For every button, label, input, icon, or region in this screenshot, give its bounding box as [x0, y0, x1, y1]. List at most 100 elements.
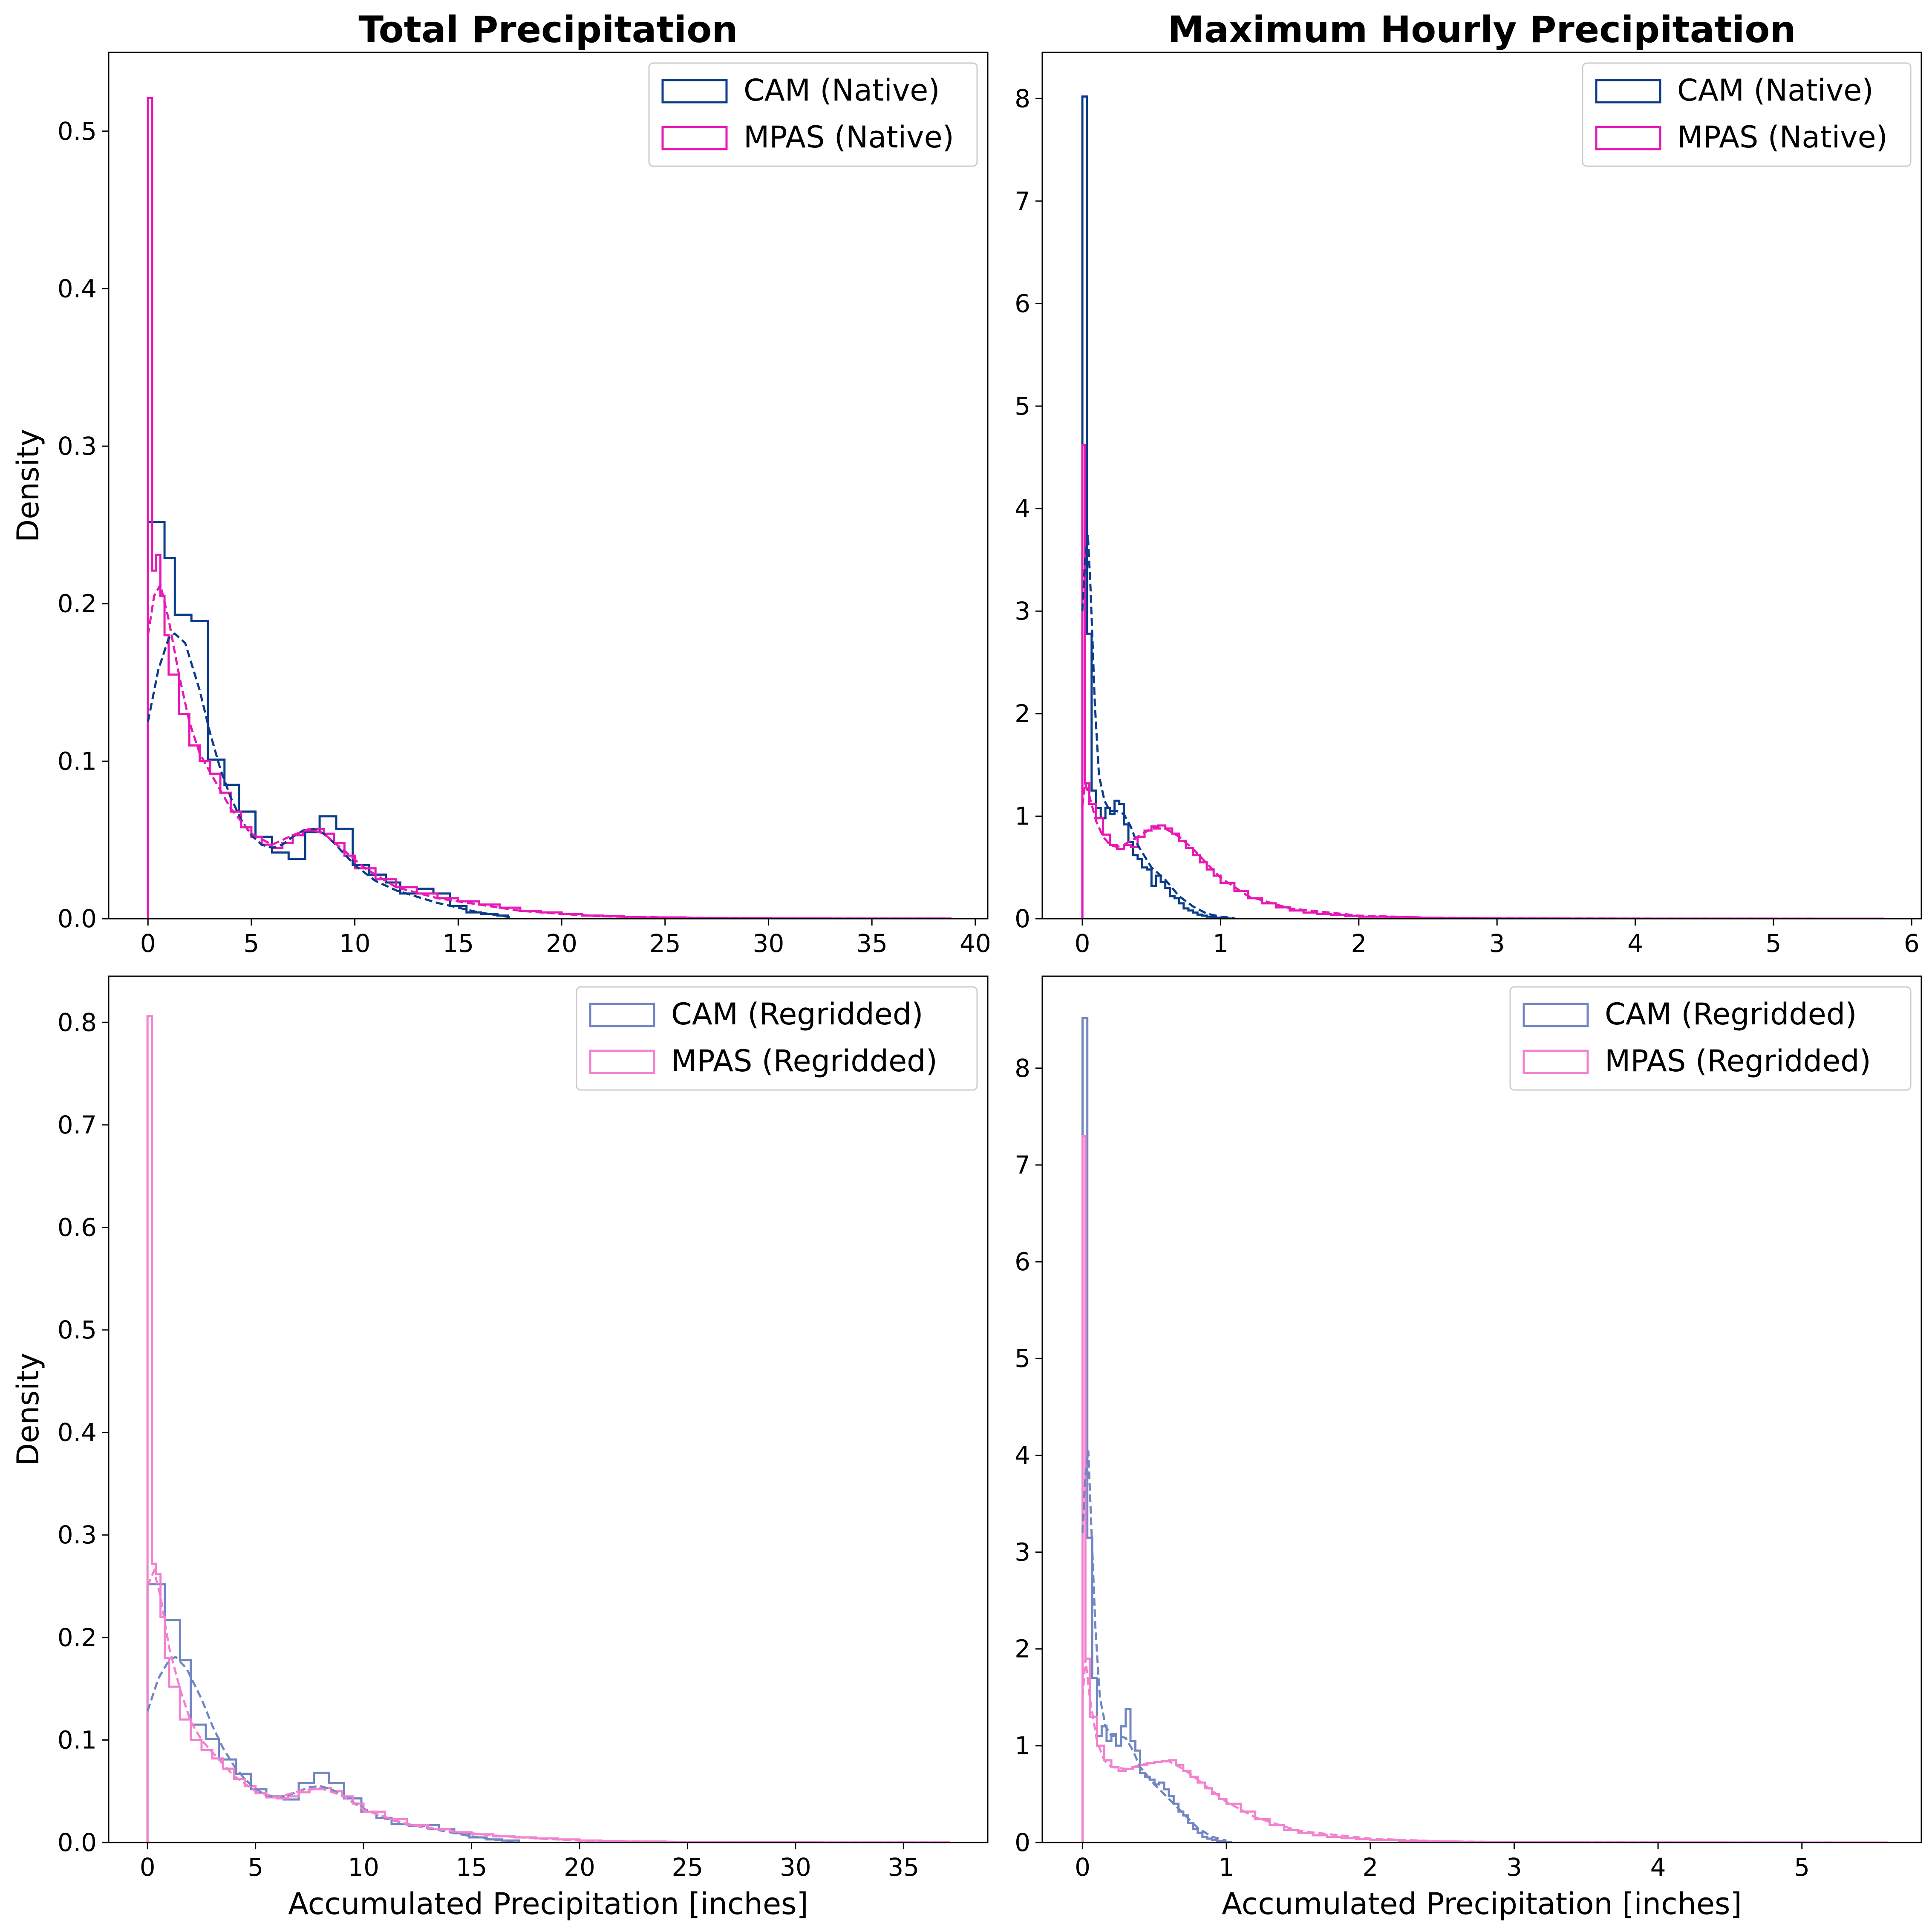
panel-total-native: 0 5 10 15 20 25 30 35 40 0.0 0.1 0.2 0.3 0.4 0.5 Total …: [11, 9, 991, 958]
x-tick-label: 20: [546, 929, 577, 958]
panel-title: Maximum Hourly Precipitation: [1168, 9, 1796, 51]
y-axis-label: Density: [11, 429, 46, 542]
x-tick-label: 4: [1627, 929, 1643, 958]
x-tick-label: 5: [1765, 929, 1781, 958]
panel-title: Total Precipitation: [358, 9, 738, 51]
legend-box: [576, 986, 978, 1091]
legend-swatch: [661, 79, 728, 104]
y-tick-label: 0.7: [58, 1110, 97, 1139]
y-tick-label: 0.4: [58, 274, 97, 303]
histogram-mpas-regridded: [146, 1015, 950, 1843]
legend-swatch: [589, 1003, 655, 1027]
x-tick-label: 25: [649, 929, 681, 958]
y-tick-label: 0.0: [58, 1828, 97, 1857]
y-tick-label: 6: [1015, 289, 1030, 318]
legend-item: MPAS (Regridded): [1523, 1044, 1871, 1078]
y-tick-label: 4: [1015, 494, 1030, 523]
histogram-mpas-native: [147, 97, 952, 919]
x-tick-label: 15: [442, 929, 474, 958]
y-tick-label: 0.1: [58, 747, 97, 776]
legend-item: CAM (Regridded): [1523, 997, 1857, 1032]
legend-label: MPAS (Native): [744, 120, 954, 155]
legend: CAM (Regridded) MPAS (Regridded): [1509, 986, 1912, 1091]
plot-area: [146, 1015, 950, 1843]
plot-area: [147, 97, 952, 919]
y-tick-label: 2: [1015, 699, 1030, 728]
y-tick-label: 5: [1015, 392, 1030, 421]
y-tick-label: 4: [1015, 1441, 1030, 1470]
legend-box: [648, 62, 978, 167]
histogram-cam-native: [1081, 95, 1236, 919]
y-tick-label: 7: [1015, 1151, 1030, 1179]
x-tick-label: 25: [672, 1853, 704, 1882]
x-tick-label: 2: [1362, 1853, 1378, 1882]
x-tick-label: 30: [753, 929, 784, 958]
x-tick-label: 4: [1650, 1853, 1666, 1882]
legend-swatch: [1523, 1050, 1589, 1074]
y-tick-label: 3: [1015, 597, 1030, 626]
x-tick-label: 3: [1489, 929, 1505, 958]
x-tick-label: 6: [1904, 929, 1920, 958]
plot-frame: [1041, 52, 1922, 920]
x-tick-label: 0: [1075, 929, 1090, 958]
legend: CAM (Regridded) MPAS (Regridded): [576, 986, 978, 1091]
y-tick-label: 0.3: [58, 432, 97, 461]
y-tick-label: 3: [1015, 1538, 1030, 1567]
y-tick-label: 0: [1015, 1828, 1030, 1857]
legend-label: MPAS (Regridded): [1605, 1044, 1871, 1078]
legend: CAM (Native) MPAS (Native): [648, 62, 978, 167]
histogram-cam-regridded: [146, 1583, 520, 1843]
x-tick-label: 1: [1213, 929, 1228, 958]
panel-max-hourly-native: 0 1 2 3 4 5 6 0 1 2 3 4 5 6 7 8 Maximum Hourly Precipita…: [1015, 9, 1922, 958]
x-axis-label: Accumulated Precipitation [inches]: [1222, 1886, 1742, 1921]
kde-curve-cam-native: [1081, 534, 1235, 919]
kde-curve-mpas-native: [1081, 783, 1884, 919]
histogram-cam-regridded: [1081, 1017, 1232, 1843]
x-tick-label: 1: [1219, 1853, 1234, 1882]
kde-curve-cam-regridded: [1081, 1450, 1227, 1842]
legend-swatch: [661, 126, 728, 150]
y-axis-label: Density: [11, 1352, 46, 1466]
y-tick-label: 0.8: [58, 1008, 97, 1037]
legend-box: [1509, 986, 1912, 1091]
plot-frame: [1041, 975, 1922, 1843]
kde-curve-mpas-regridded: [1081, 1658, 1889, 1843]
legend-label: CAM (Regridded): [671, 997, 923, 1032]
panel-total-regridded: 0 5 10 15 20 25 30 35 0.0 0.1 0.2 0.3 0.4 0.5 0.6 0.7 0.…: [11, 975, 989, 1921]
legend: CAM (Native) MPAS (Native): [1582, 62, 1912, 167]
x-tick-label: 0: [1075, 1853, 1090, 1882]
legend-swatch: [1595, 79, 1661, 104]
y-tick-label: 2: [1015, 1635, 1030, 1664]
y-tick-label: 7: [1015, 187, 1030, 216]
y-tick-label: 5: [1015, 1344, 1030, 1373]
x-tick-label: 5: [248, 1853, 263, 1882]
kde-curve-mpas-regridded: [146, 1567, 949, 1843]
legend-label: CAM (Native): [1677, 73, 1874, 108]
x-tick-label: 35: [856, 929, 888, 958]
legend-label: CAM (Regridded): [1605, 997, 1857, 1032]
x-tick-label: 2: [1351, 929, 1367, 958]
panel-max-hourly-regridded: 0 1 2 3 4 5 0 1 2 3 4 5 6 7 8 Accumulated Precipitation…: [1015, 975, 1922, 1921]
legend-item: CAM (Native): [1595, 73, 1874, 108]
plot-frame: [108, 975, 989, 1843]
x-axis-label: Accumulated Precipitation [inches]: [288, 1886, 808, 1921]
legend-item: MPAS (Native): [661, 120, 954, 155]
x-tick-label: 15: [456, 1853, 487, 1882]
legend-label: MPAS (Regridded): [671, 1044, 937, 1078]
plot-frame: [108, 52, 989, 920]
legend-swatch: [1595, 126, 1661, 150]
histogram-mpas-native: [1081, 444, 1884, 919]
plot-area: [1081, 1017, 1889, 1843]
legend-item: MPAS (Regridded): [589, 1044, 937, 1078]
x-tick-label: 20: [564, 1853, 595, 1882]
x-tick-label: 40: [960, 929, 991, 958]
x-tick-label: 0: [140, 929, 156, 958]
histogram-mpas-regridded: [1081, 1135, 1889, 1843]
x-tick-label: 0: [140, 1853, 156, 1882]
y-tick-label: 0.4: [58, 1418, 97, 1447]
y-tick-label: 8: [1015, 1054, 1030, 1083]
legend-swatch: [589, 1050, 655, 1074]
x-tick-label: 10: [348, 1853, 379, 1882]
x-tick-label: 10: [339, 929, 371, 958]
kde-curve-cam-native: [147, 632, 510, 918]
